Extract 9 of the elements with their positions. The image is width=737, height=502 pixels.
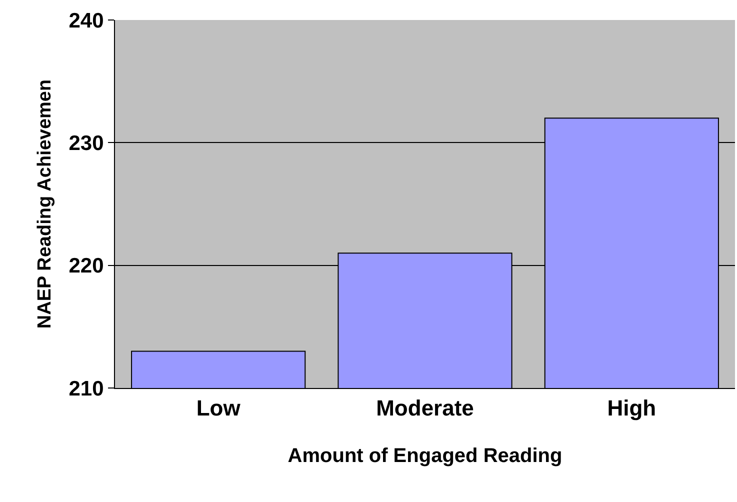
y-tick-label: 230 bbox=[68, 132, 104, 156]
x-tick-label: High bbox=[607, 395, 656, 420]
y-tick-label: 240 bbox=[68, 9, 104, 32]
x-axis-title: Amount of Engaged Reading bbox=[288, 444, 562, 467]
x-tick-label: Moderate bbox=[376, 395, 474, 420]
y-tick-label: 210 bbox=[68, 377, 104, 400]
y-tick-label: 220 bbox=[68, 254, 104, 278]
x-tick-label: Low bbox=[196, 395, 242, 420]
y-axis-title: NAEP Reading Achievemen bbox=[34, 79, 56, 329]
